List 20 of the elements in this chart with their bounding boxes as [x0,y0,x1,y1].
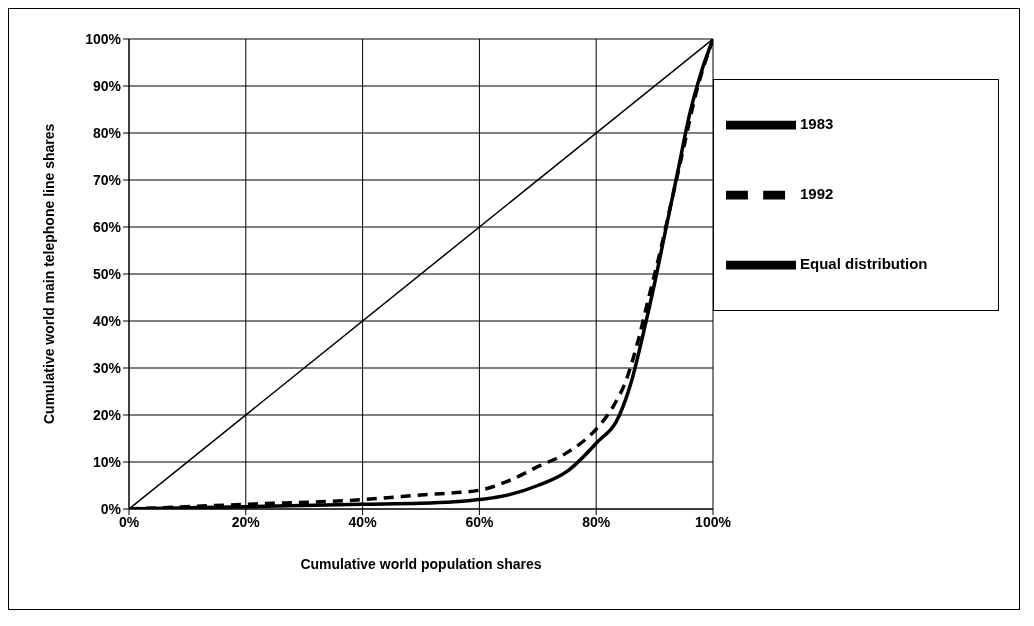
x-tick-label: 20% [231,513,261,530]
legend-label: Equal distribution [800,254,928,272]
y-tick-label: 90% [92,77,122,94]
y-tick-label: 10% [92,453,122,470]
y-tick-label: 20% [92,406,122,423]
y-tick-label: 50% [92,265,122,282]
y-tick-label: 60% [92,218,122,235]
x-tick-label: 40% [348,513,378,530]
legend-label: 1992 [800,184,834,202]
legend-label: 1983 [800,114,834,132]
x-tick-label: 60% [465,513,494,530]
x-tick-label: 100% [695,513,732,530]
y-tick-label: 30% [92,359,122,376]
y-axis-title: Cumulative world main telephone line shares [40,123,57,424]
y-tick-label: 100% [85,30,122,47]
y-tick-label: 40% [92,312,122,329]
y-tick-label: 70% [92,171,122,188]
y-tick-label: 80% [92,124,122,141]
x-axis-title: Cumulative world population shares [300,556,542,572]
x-tick-label: 80% [582,513,611,530]
